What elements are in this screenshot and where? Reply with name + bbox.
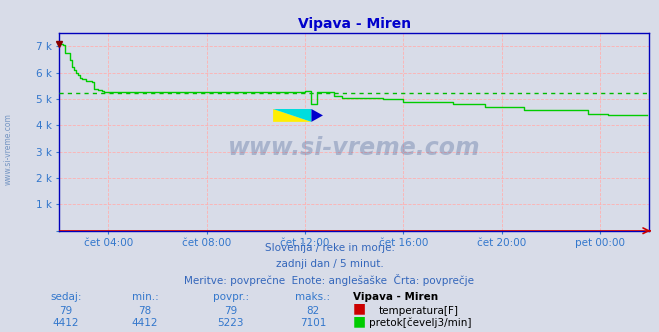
Text: www.si-vreme.com: www.si-vreme.com: [3, 114, 13, 185]
Polygon shape: [312, 109, 323, 122]
Text: ■: ■: [353, 302, 366, 316]
Text: sedaj:: sedaj:: [50, 292, 82, 302]
Polygon shape: [273, 109, 312, 122]
Text: 79: 79: [59, 306, 72, 316]
Text: 5223: 5223: [217, 318, 244, 328]
Title: Vipava - Miren: Vipava - Miren: [298, 17, 411, 31]
Text: 78: 78: [138, 306, 152, 316]
Text: 79: 79: [224, 306, 237, 316]
Polygon shape: [273, 109, 312, 122]
Text: zadnji dan / 5 minut.: zadnji dan / 5 minut.: [275, 259, 384, 269]
Text: maks.:: maks.:: [295, 292, 331, 302]
Text: 4412: 4412: [132, 318, 158, 328]
Text: temperatura[F]: temperatura[F]: [378, 306, 459, 316]
Text: min.:: min.:: [132, 292, 158, 302]
Text: pretok[čevelj3/min]: pretok[čevelj3/min]: [369, 317, 472, 328]
Text: www.si-vreme.com: www.si-vreme.com: [228, 136, 480, 160]
Text: Vipava - Miren: Vipava - Miren: [353, 292, 438, 302]
Text: 4412: 4412: [53, 318, 79, 328]
Text: Meritve: povprečne  Enote: anglešaške  Črta: povprečje: Meritve: povprečne Enote: anglešaške Črt…: [185, 274, 474, 286]
Text: povpr.:: povpr.:: [213, 292, 248, 302]
Text: Slovenija / reke in morje.: Slovenija / reke in morje.: [264, 243, 395, 253]
Text: 82: 82: [306, 306, 320, 316]
Text: 7101: 7101: [300, 318, 326, 328]
Text: ■: ■: [353, 314, 366, 328]
